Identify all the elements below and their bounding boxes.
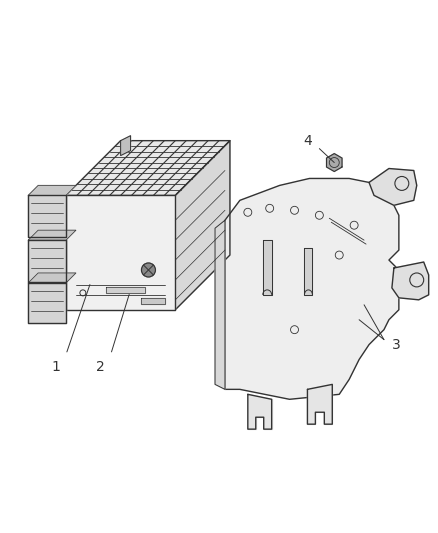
Polygon shape xyxy=(28,283,66,322)
Text: 3: 3 xyxy=(391,337,399,352)
Text: 4: 4 xyxy=(302,134,311,148)
Polygon shape xyxy=(28,230,76,240)
Polygon shape xyxy=(215,220,224,389)
Polygon shape xyxy=(28,185,76,196)
Polygon shape xyxy=(66,196,175,310)
Polygon shape xyxy=(368,168,416,205)
Polygon shape xyxy=(120,136,130,156)
Polygon shape xyxy=(28,196,66,237)
Polygon shape xyxy=(66,141,230,196)
Polygon shape xyxy=(140,298,165,304)
Polygon shape xyxy=(28,240,66,282)
Circle shape xyxy=(141,263,155,277)
Polygon shape xyxy=(326,154,341,172)
Polygon shape xyxy=(247,394,271,429)
Polygon shape xyxy=(175,141,230,310)
Polygon shape xyxy=(391,262,427,300)
Polygon shape xyxy=(224,179,398,399)
Text: 1: 1 xyxy=(52,360,60,375)
Polygon shape xyxy=(262,240,271,295)
Text: 2: 2 xyxy=(96,360,105,375)
Polygon shape xyxy=(304,248,312,295)
Polygon shape xyxy=(28,273,76,283)
Polygon shape xyxy=(307,384,332,424)
Polygon shape xyxy=(106,287,145,293)
